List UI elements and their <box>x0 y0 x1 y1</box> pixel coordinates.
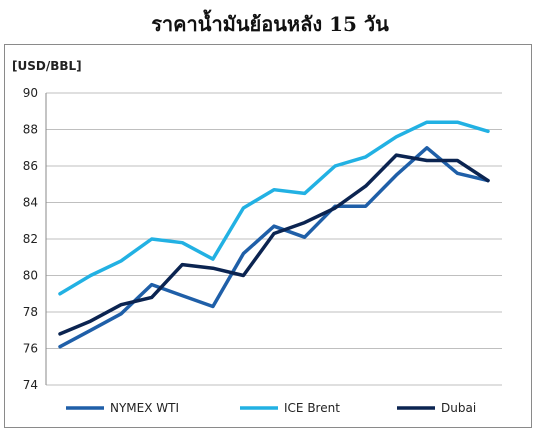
y-tick-label: 76 <box>23 342 38 356</box>
legend-item: ICE Brent <box>240 401 340 415</box>
y-tick-label: 82 <box>23 232 38 246</box>
grid-lines <box>45 92 502 386</box>
legend-item: NYMEX WTI <box>66 401 179 415</box>
y-axis-ticks: 74 76 78 80 82 84 86 88 90 <box>23 86 38 392</box>
legend: NYMEX WTI ICE Brent Dubai <box>66 401 476 415</box>
series-line-dubai <box>58 153 490 336</box>
legend-label: ICE Brent <box>284 401 340 415</box>
y-tick-label: 86 <box>23 159 38 173</box>
y-tick-label: 90 <box>23 86 38 100</box>
y-tick-label: 78 <box>23 305 38 319</box>
chart-title: ราคาน้ำมันย้อนหลัง 15 วัน <box>151 12 389 36</box>
y-tick-label: 88 <box>23 123 38 137</box>
series-lines <box>58 120 490 349</box>
series-line-ice-brent <box>58 120 490 296</box>
chart-frame <box>4 44 532 428</box>
y-tick-label: 80 <box>23 269 38 283</box>
legend-label: NYMEX WTI <box>110 401 179 415</box>
series-line-nymex-wti <box>58 146 490 349</box>
legend-label: Dubai <box>441 401 476 415</box>
legend-item: Dubai <box>397 401 476 415</box>
y-tick-label: 84 <box>23 196 38 210</box>
y-tick-label: 74 <box>23 378 38 392</box>
y-axis-unit-label: [USD/BBL] <box>12 59 82 73</box>
